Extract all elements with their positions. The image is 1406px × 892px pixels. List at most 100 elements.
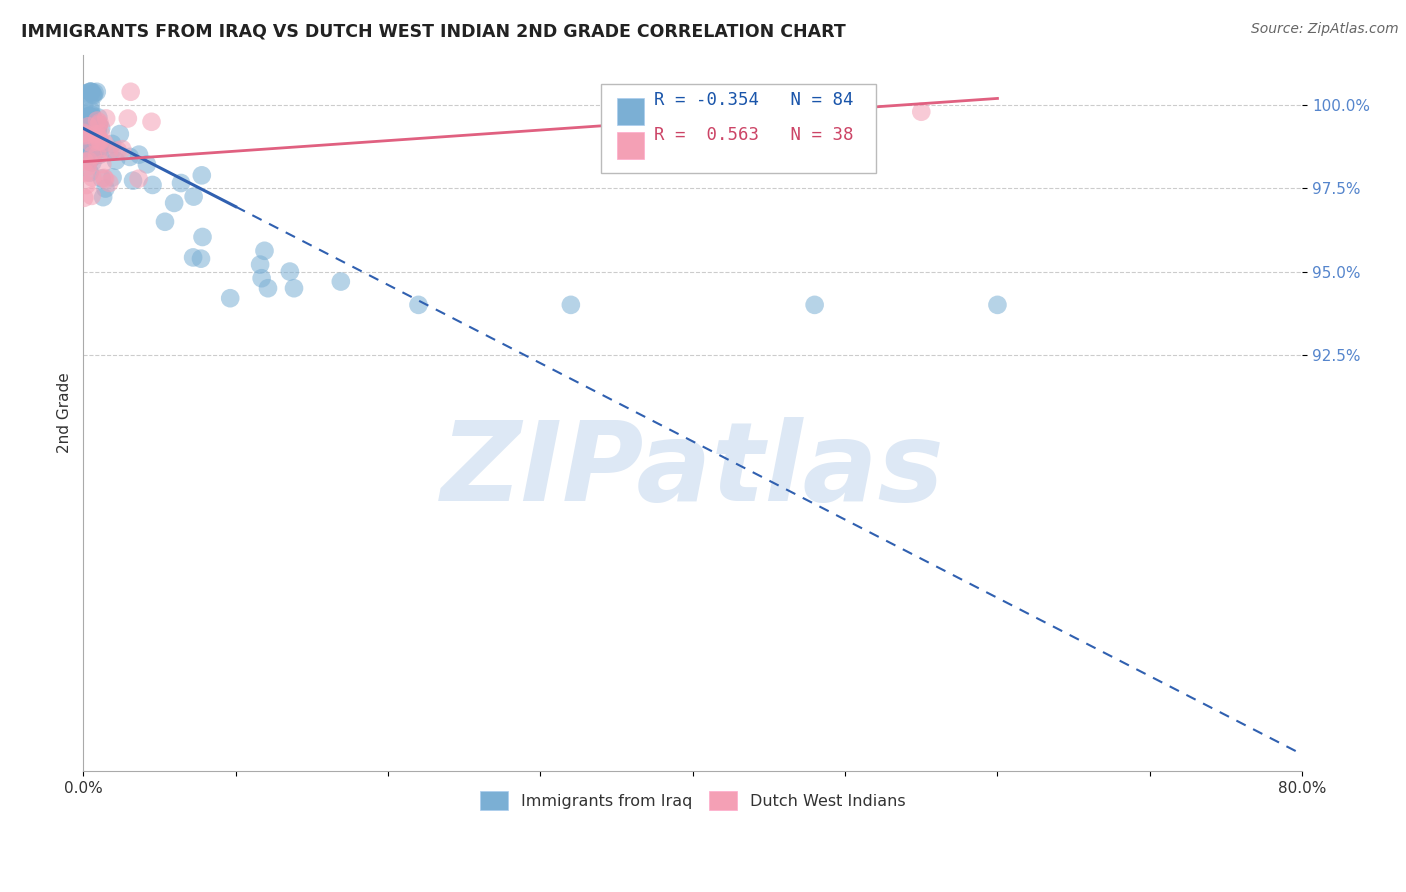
Point xyxy=(87,143,110,157)
Point xyxy=(93,136,115,150)
Point xyxy=(79,85,101,99)
Point xyxy=(80,97,103,112)
Point xyxy=(76,110,98,124)
Point xyxy=(90,121,112,136)
Point xyxy=(141,178,163,192)
Point xyxy=(101,170,124,185)
Point xyxy=(120,85,142,99)
Point xyxy=(86,139,108,153)
Point xyxy=(253,244,276,258)
Point xyxy=(128,147,150,161)
Point xyxy=(80,144,103,158)
Point xyxy=(73,126,96,140)
Point xyxy=(82,151,104,165)
Point xyxy=(82,111,104,125)
Point xyxy=(408,298,430,312)
Point xyxy=(83,88,105,103)
Point xyxy=(73,191,96,205)
Point xyxy=(89,136,111,151)
Point xyxy=(79,136,101,150)
Point xyxy=(76,128,98,142)
Point xyxy=(87,130,110,145)
Point xyxy=(86,135,108,149)
Point xyxy=(107,144,129,158)
Point xyxy=(86,113,108,128)
Point xyxy=(170,176,193,190)
Point xyxy=(75,126,97,140)
Point xyxy=(89,116,111,130)
Point xyxy=(75,132,97,146)
Point xyxy=(77,142,100,156)
Point xyxy=(118,150,141,164)
Point xyxy=(82,87,104,102)
Point xyxy=(73,128,96,142)
Legend: Immigrants from Iraq, Dutch West Indians: Immigrants from Iraq, Dutch West Indians xyxy=(474,784,912,817)
Point xyxy=(183,189,205,203)
Point xyxy=(79,85,101,99)
Point xyxy=(80,103,103,118)
Point xyxy=(86,85,108,99)
Point xyxy=(94,172,117,186)
Point xyxy=(77,154,100,169)
Point xyxy=(75,178,97,192)
Point xyxy=(90,171,112,186)
Point xyxy=(101,136,124,151)
Point xyxy=(910,104,932,119)
Point xyxy=(73,128,96,142)
Point xyxy=(79,110,101,124)
Point xyxy=(98,144,121,158)
Point xyxy=(77,120,100,134)
Text: R = -0.354   N = 84: R = -0.354 N = 84 xyxy=(654,91,853,109)
FancyBboxPatch shape xyxy=(602,84,876,173)
Point xyxy=(77,116,100,130)
Point xyxy=(83,86,105,100)
Point xyxy=(82,170,104,185)
Point xyxy=(191,169,214,183)
Point xyxy=(73,128,96,143)
Point xyxy=(75,136,97,151)
Point xyxy=(163,196,186,211)
Point xyxy=(77,119,100,133)
Point xyxy=(79,148,101,162)
Text: Source: ZipAtlas.com: Source: ZipAtlas.com xyxy=(1251,22,1399,37)
Point xyxy=(73,134,96,148)
Point xyxy=(249,258,271,272)
Text: R =  0.563   N = 38: R = 0.563 N = 38 xyxy=(654,127,853,145)
Point xyxy=(80,85,103,99)
Point xyxy=(77,109,100,123)
Point xyxy=(77,154,100,169)
Point xyxy=(986,298,1008,312)
Point xyxy=(79,166,101,180)
Point xyxy=(87,118,110,132)
Point xyxy=(250,271,273,285)
Point xyxy=(108,127,131,141)
Point xyxy=(86,127,108,141)
Point xyxy=(75,166,97,180)
Point xyxy=(73,121,96,136)
Point xyxy=(73,154,96,169)
Point xyxy=(87,117,110,131)
Point xyxy=(82,115,104,129)
Point xyxy=(77,145,100,159)
Point xyxy=(191,230,214,244)
Point xyxy=(122,174,145,188)
Point xyxy=(111,142,134,156)
Point xyxy=(101,143,124,157)
Point xyxy=(86,141,108,155)
Point xyxy=(190,252,212,266)
Point xyxy=(89,134,111,148)
Point xyxy=(73,98,96,112)
Bar xyxy=(617,98,644,125)
Point xyxy=(181,251,204,265)
Point xyxy=(79,147,101,161)
Point xyxy=(89,134,111,148)
Point xyxy=(98,176,121,190)
Point xyxy=(91,190,114,204)
Point xyxy=(82,155,104,169)
Point xyxy=(73,87,96,101)
Point xyxy=(257,281,280,295)
Point xyxy=(278,264,301,278)
Point xyxy=(90,127,112,141)
Point xyxy=(803,298,825,312)
Point xyxy=(87,122,110,136)
